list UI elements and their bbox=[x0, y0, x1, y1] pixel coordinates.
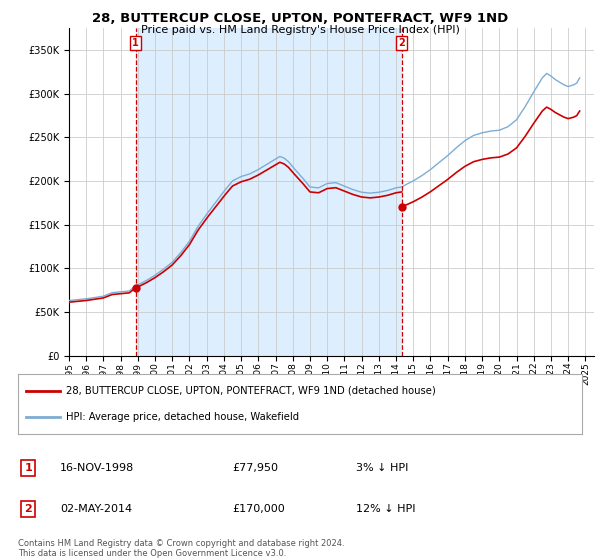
Text: 1: 1 bbox=[24, 463, 32, 473]
Text: 2: 2 bbox=[398, 38, 405, 48]
Text: 28, BUTTERCUP CLOSE, UPTON, PONTEFRACT, WF9 1ND (detached house): 28, BUTTERCUP CLOSE, UPTON, PONTEFRACT, … bbox=[66, 386, 436, 396]
Text: 16-NOV-1998: 16-NOV-1998 bbox=[60, 463, 134, 473]
Text: 3% ↓ HPI: 3% ↓ HPI bbox=[356, 463, 409, 473]
Text: 02-MAY-2014: 02-MAY-2014 bbox=[60, 504, 133, 514]
Text: 2: 2 bbox=[24, 504, 32, 514]
Text: 28, BUTTERCUP CLOSE, UPTON, PONTEFRACT, WF9 1ND: 28, BUTTERCUP CLOSE, UPTON, PONTEFRACT, … bbox=[92, 12, 508, 25]
Text: HPI: Average price, detached house, Wakefield: HPI: Average price, detached house, Wake… bbox=[66, 412, 299, 422]
Text: Price paid vs. HM Land Registry's House Price Index (HPI): Price paid vs. HM Land Registry's House … bbox=[140, 25, 460, 35]
Text: £170,000: £170,000 bbox=[232, 504, 285, 514]
Text: £77,950: £77,950 bbox=[232, 463, 278, 473]
Text: 12% ↓ HPI: 12% ↓ HPI bbox=[356, 504, 416, 514]
Text: Contains HM Land Registry data © Crown copyright and database right 2024.
This d: Contains HM Land Registry data © Crown c… bbox=[18, 539, 344, 558]
Text: 1: 1 bbox=[133, 38, 139, 48]
Bar bbox=[136, 28, 402, 356]
